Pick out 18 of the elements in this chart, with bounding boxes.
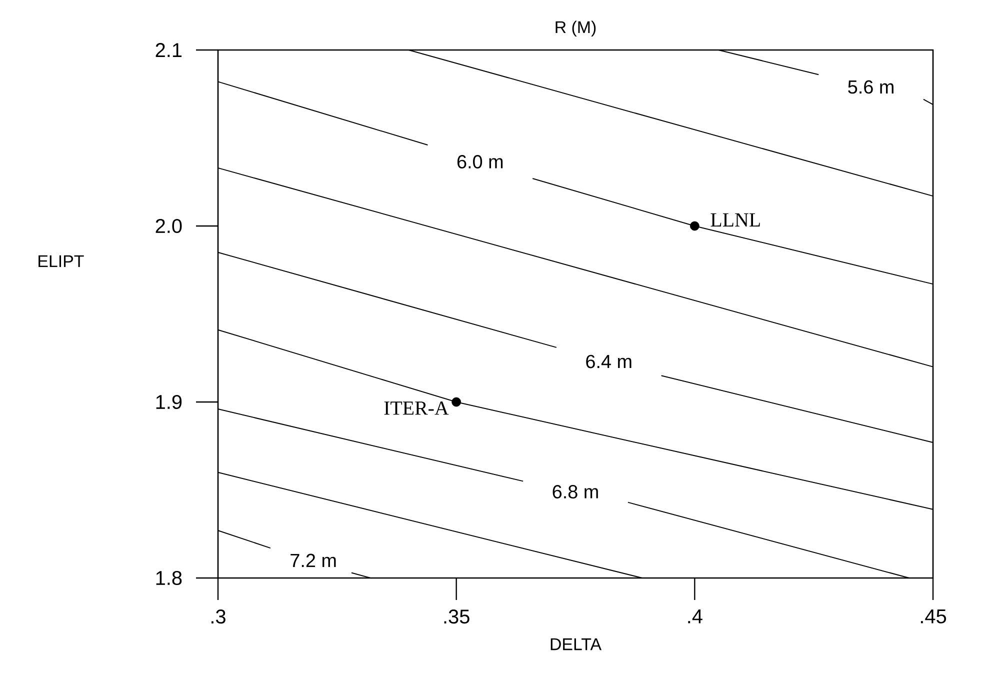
- x-tick-label: .4: [688, 610, 702, 624]
- y-tick-label: 1.8: [156, 570, 182, 586]
- series-label: 7.2 m: [290, 554, 336, 568]
- series-label: 5.6 m: [848, 80, 894, 94]
- x-tick-label: .3: [212, 610, 226, 624]
- series-label: 6.8 m: [552, 485, 598, 498]
- y-tick-label: 1.9: [156, 394, 182, 410]
- x-tick-label: .45: [920, 610, 946, 624]
- series-label: 6.4 m: [586, 354, 632, 368]
- x-tick-label: .35: [444, 610, 470, 624]
- series-label: LLNL: [710, 213, 760, 226]
- series-label: ITER-A: [384, 402, 449, 415]
- chart-title: R (M): [556, 20, 596, 37]
- y-tick-label: 2.1: [156, 43, 182, 57]
- y-tick-label: 2.0: [156, 218, 182, 234]
- x-axis-title: DELTA: [550, 638, 602, 650]
- series-label: 6.0 m: [457, 155, 503, 168]
- y-axis-title: ELIPT: [38, 255, 84, 268]
